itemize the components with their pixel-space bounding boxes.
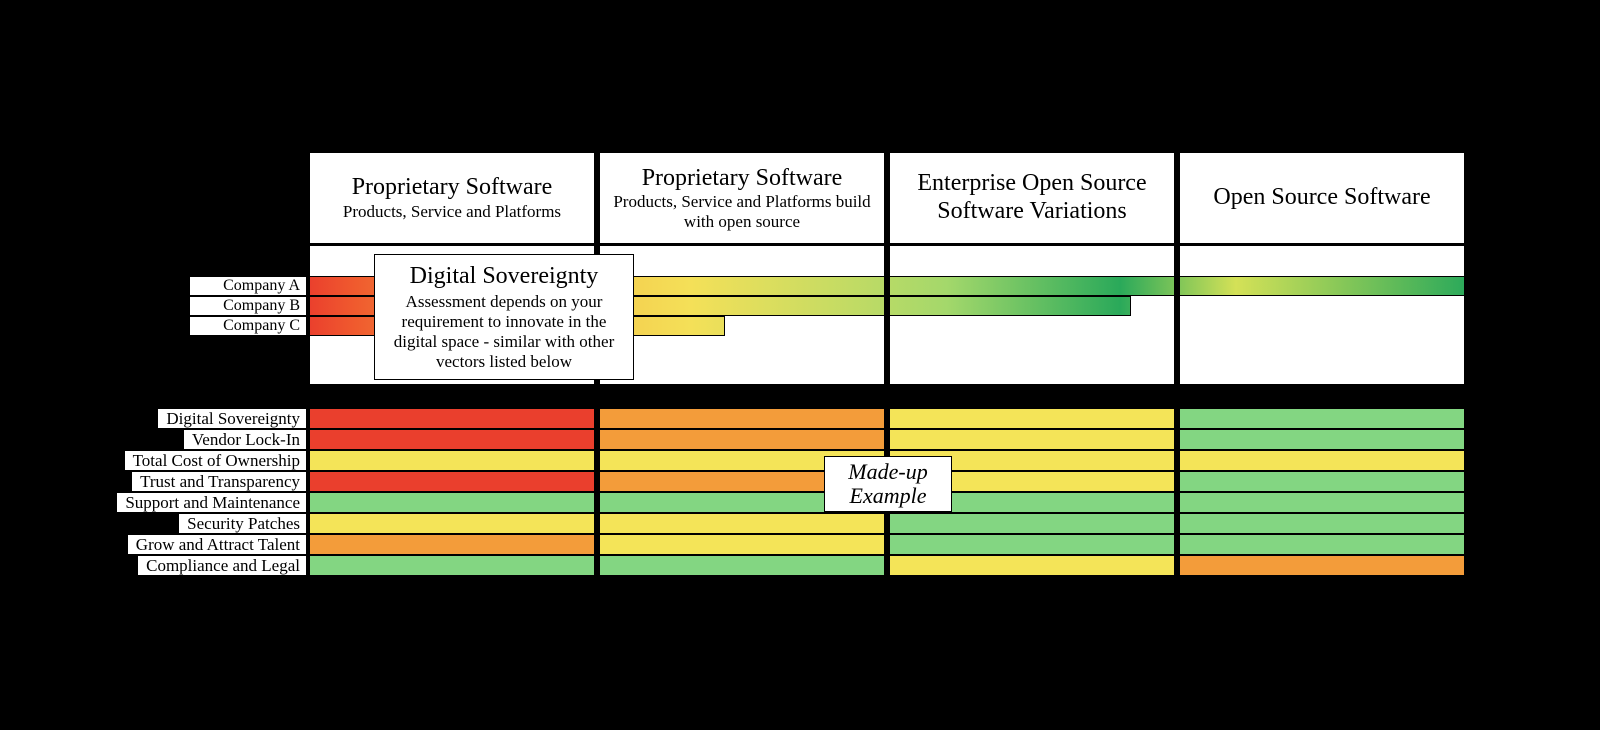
company-label-text: Company C — [223, 317, 300, 335]
matrix-cell — [597, 534, 887, 555]
matrix-row-label-text: Total Cost of Ownership — [133, 451, 300, 471]
column-divider — [1174, 150, 1180, 387]
matrix-cell — [307, 429, 597, 450]
company-label-text: Company A — [223, 277, 300, 295]
matrix-row-label-text: Digital Sovereignty — [166, 409, 300, 429]
column-divider — [1174, 406, 1180, 577]
company-label: Company A — [189, 276, 307, 296]
column-header-sub: Products, Service and Platforms build wi… — [610, 192, 874, 231]
column-header: Enterprise Open Source Software Variatio… — [887, 150, 1177, 246]
matrix-cell — [887, 429, 1177, 450]
company-label-text: Company B — [223, 297, 300, 315]
matrix-cell — [1177, 450, 1467, 471]
matrix-cell — [1177, 471, 1467, 492]
matrix-row-label: Support and Maintenance — [116, 492, 307, 513]
matrix-cell — [307, 534, 597, 555]
matrix-cell — [307, 408, 597, 429]
column-divider — [884, 150, 890, 387]
matrix-cell — [1177, 513, 1467, 534]
callout-line: Example — [837, 484, 939, 508]
matrix-row-label: Total Cost of Ownership — [124, 450, 307, 471]
chart-root: { "layout": { "canvas": { "w": 1600, "h"… — [0, 0, 1600, 730]
column-divider — [1464, 406, 1467, 577]
matrix-cell — [887, 555, 1177, 576]
column-header-sub: Products, Service and Platforms — [343, 202, 561, 222]
column-divider — [307, 406, 310, 577]
column-header: Proprietary SoftwareProducts, Service an… — [597, 150, 887, 246]
company-label: Company B — [189, 296, 307, 316]
matrix-cell — [307, 492, 597, 513]
matrix-row-label: Security Patches — [178, 513, 307, 534]
matrix-row-label-text: Security Patches — [187, 514, 300, 534]
callout-made-up-example: Made-upExample — [824, 456, 952, 512]
matrix-cell — [597, 513, 887, 534]
callout-line: Made-up — [837, 460, 939, 484]
column-header-title: Open Source Software — [1213, 184, 1430, 212]
matrix-cell — [597, 408, 887, 429]
column-header: Proprietary SoftwareProducts, Service an… — [307, 150, 597, 246]
matrix-cell — [1177, 408, 1467, 429]
matrix-cell — [887, 408, 1177, 429]
matrix-cell — [887, 534, 1177, 555]
column-header-title: Proprietary Software — [352, 174, 553, 202]
matrix-cell — [1177, 492, 1467, 513]
matrix-row-label: Vendor Lock-In — [183, 429, 307, 450]
matrix-cell — [597, 429, 887, 450]
matrix-cell — [307, 471, 597, 492]
matrix-row-label: Compliance and Legal — [137, 555, 307, 576]
matrix-row-label-text: Vendor Lock-In — [192, 430, 300, 450]
matrix-cell — [307, 513, 597, 534]
matrix-row-label-text: Support and Maintenance — [125, 493, 300, 513]
callout-title: Digital Sovereignty — [387, 262, 621, 290]
column-divider — [307, 150, 310, 387]
company-label: Company C — [189, 316, 307, 336]
matrix-row-label-text: Compliance and Legal — [146, 556, 300, 576]
matrix-row-label-text: Trust and Transparency — [140, 472, 300, 492]
column-header-title: Enterprise Open Source Software Variatio… — [900, 170, 1164, 225]
column-header: Open Source Software — [1177, 150, 1467, 246]
matrix-row-label: Digital Sovereignty — [157, 408, 307, 429]
callout-digital-sovereignty: Digital SovereigntyAssessment depends on… — [374, 254, 634, 380]
matrix-cell — [1177, 534, 1467, 555]
column-divider — [594, 406, 600, 577]
matrix-cell — [887, 513, 1177, 534]
column-divider — [1464, 150, 1467, 387]
matrix-row-label: Grow and Attract Talent — [127, 534, 307, 555]
column-header-title: Proprietary Software — [642, 165, 843, 193]
matrix-row-label: Trust and Transparency — [131, 471, 307, 492]
matrix-cell — [1177, 429, 1467, 450]
matrix-cell — [307, 450, 597, 471]
matrix-cell — [307, 555, 597, 576]
matrix-row-label-text: Grow and Attract Talent — [136, 535, 300, 555]
callout-body: Assessment depends on your requirement t… — [387, 292, 621, 372]
matrix-cell — [1177, 555, 1467, 576]
matrix-cell — [597, 555, 887, 576]
